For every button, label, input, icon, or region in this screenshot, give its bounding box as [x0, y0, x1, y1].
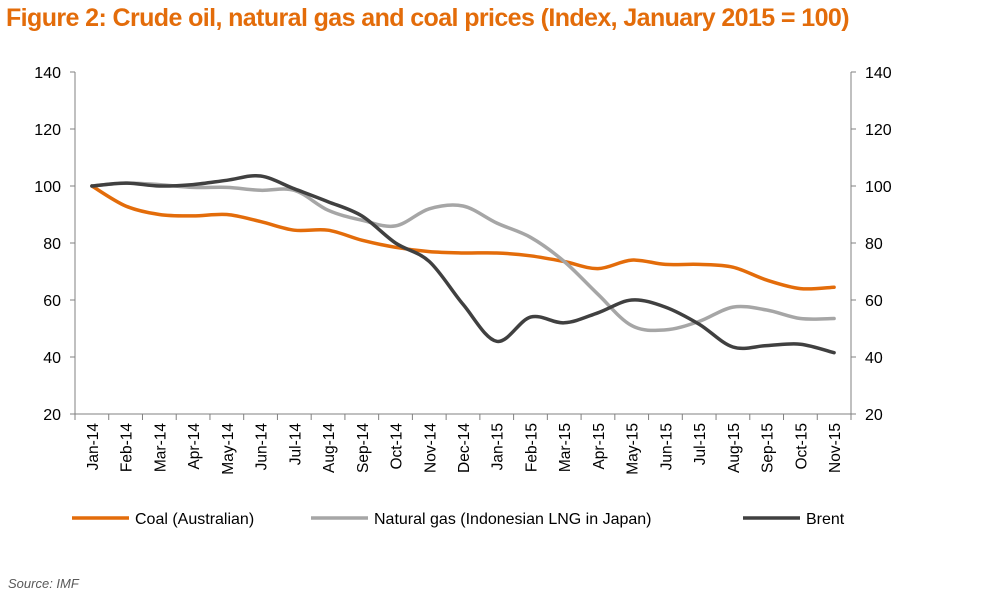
- x-tick-label: Oct-15: [793, 423, 810, 470]
- x-tick-label: Nov-15: [827, 423, 844, 473]
- chart-title: Figure 2: Crude oil, natural gas and coa…: [6, 4, 850, 32]
- legend-label-brent: Brent: [806, 511, 845, 528]
- y-tick-label-right: 80: [865, 236, 883, 253]
- source-note: Source: IMF: [8, 576, 79, 591]
- x-tick-label: Apr-14: [186, 423, 203, 470]
- x-tick-label: Jan-14: [85, 423, 102, 471]
- x-tick-label: May-15: [625, 423, 642, 475]
- series-line-brent: [90, 173, 836, 355]
- legend-label-natural-gas: Natural gas (Indonesian LNG in Japan): [374, 511, 652, 528]
- y-tick-label-left: 60: [43, 293, 61, 310]
- legend-label-coal: Coal (Australian): [135, 511, 254, 528]
- legend: Coal (Australian) Natural gas (Indonesian…: [72, 511, 845, 528]
- x-tick-label: Jan-15: [490, 423, 507, 470]
- axes: 20 20 40 40 60 60 80 80 100 100 120 120 140 140 Jan-14…: [34, 65, 892, 475]
- x-tick-label: Feb-15: [523, 423, 540, 472]
- x-tick-label: Jun-15: [658, 423, 675, 470]
- x-tick-label: Aug-15: [726, 423, 743, 473]
- series-line-natural-gas: [90, 181, 836, 333]
- y-tick-label-right: 100: [865, 179, 892, 196]
- y-tick-label-right: 120: [865, 122, 892, 139]
- x-tick-label: Apr-15: [591, 423, 608, 470]
- x-tick-label: Sep-15: [760, 423, 777, 473]
- y-tick-label-left: 140: [34, 65, 61, 82]
- x-tick-label: Mar-15: [557, 423, 574, 472]
- x-tick-label: Oct-14: [389, 423, 406, 470]
- series-line-coal: [90, 184, 836, 291]
- y-tick-label-left: 40: [43, 350, 61, 367]
- x-tick-label: Jul-14: [287, 423, 304, 466]
- series-lines: [90, 173, 836, 355]
- x-tick-label: Sep-14: [355, 423, 372, 473]
- y-tick-label-right: 20: [865, 407, 883, 424]
- x-tick-label: Jul-15: [692, 423, 709, 465]
- x-tick-label: Feb-14: [119, 423, 136, 472]
- y-tick-label-left: 20: [43, 407, 61, 424]
- x-tick-label: Mar-14: [152, 423, 169, 472]
- y-tick-label-left: 120: [34, 122, 61, 139]
- y-tick-label-right: 40: [865, 350, 883, 367]
- y-tick-label-right: 60: [865, 293, 883, 310]
- x-tick-label: Aug-14: [321, 423, 338, 473]
- y-tick-label-left: 80: [43, 236, 61, 253]
- x-tick-label: Nov-14: [422, 423, 439, 473]
- x-tick-label: Dec-14: [456, 423, 473, 473]
- y-tick-label-right: 140: [865, 65, 892, 82]
- x-tick-label: Jun-14: [254, 423, 271, 471]
- x-tick-label: May-14: [220, 423, 237, 475]
- y-tick-label-left: 100: [34, 179, 61, 196]
